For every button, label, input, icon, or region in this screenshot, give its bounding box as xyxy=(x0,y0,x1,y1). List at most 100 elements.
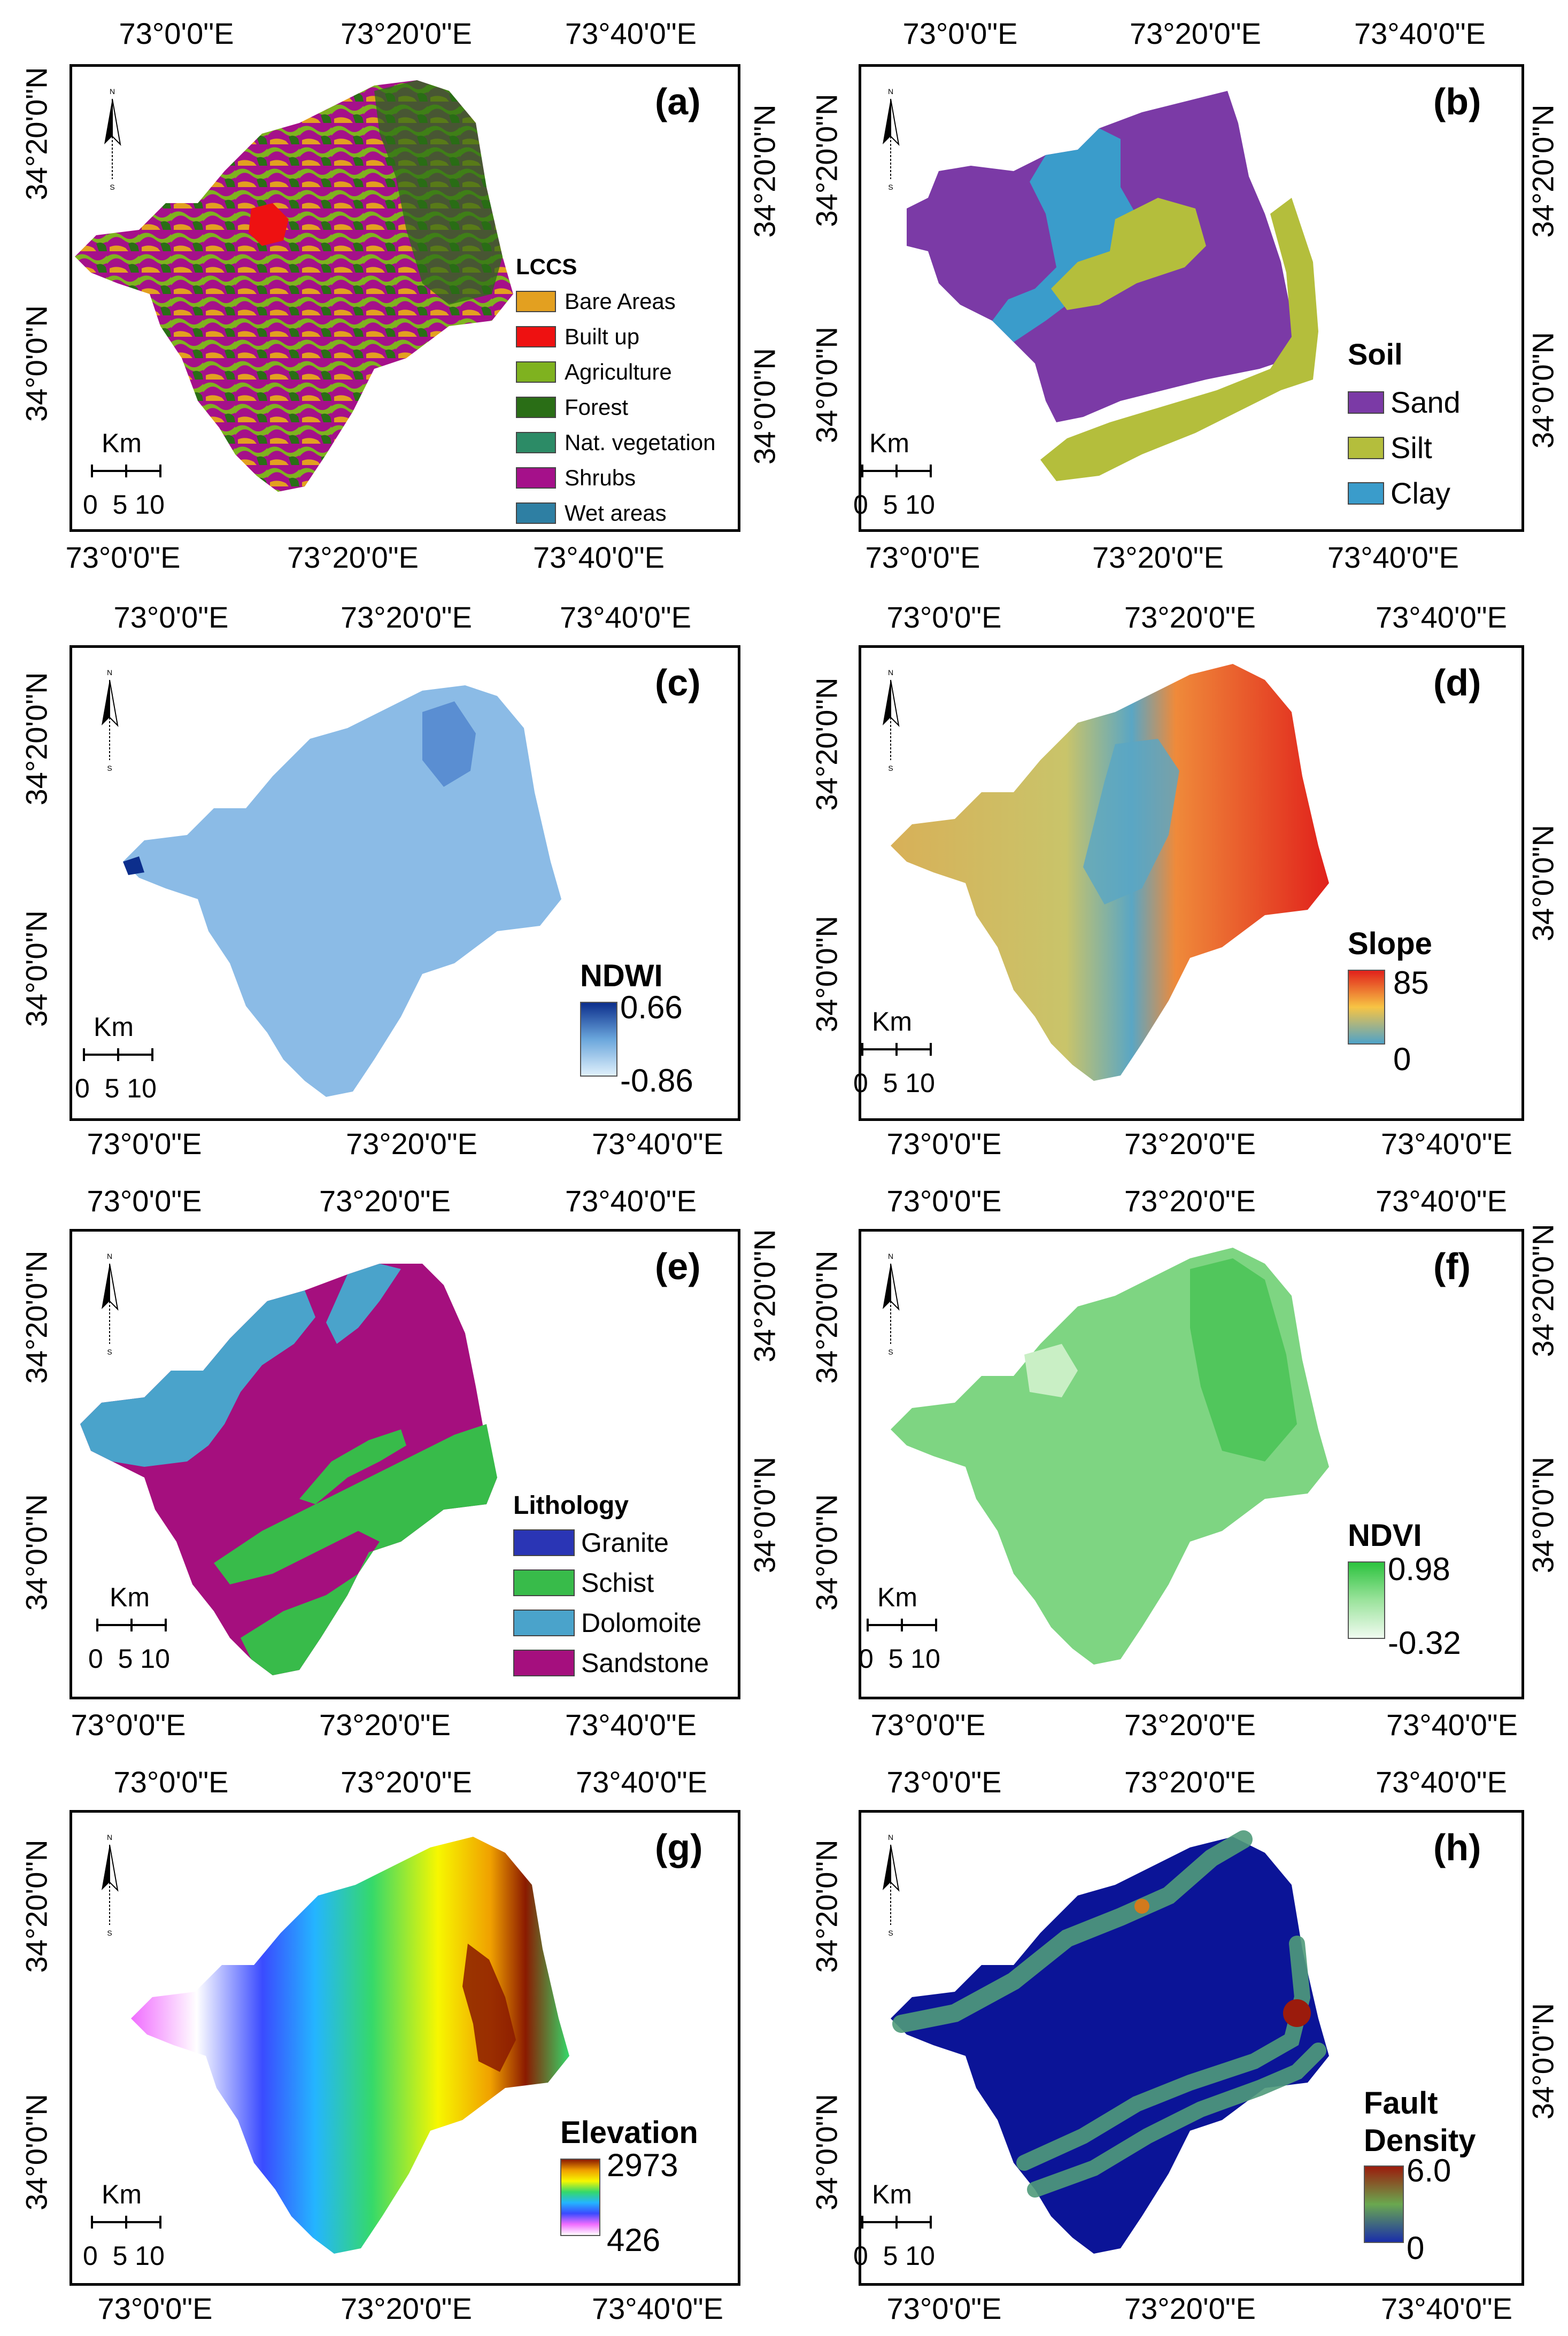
lon-label-top-3: 73°40'0"E xyxy=(1375,1184,1508,1218)
legend-item-wet-areas: Wet areas xyxy=(516,500,667,526)
lon-label-top-2: 73°20'0"E xyxy=(1124,600,1256,634)
panel-c: 73°0'0"E 73°20'0"E 73°40'0"E 73°0'0"E 73… xyxy=(0,584,784,1167)
ramp-max-value: 6.0 xyxy=(1407,2153,1451,2188)
legend-label: Bare Areas xyxy=(565,289,676,314)
panel-a: 73°0'0"E 73°20'0"E 73°40'0"E 73°0'0"E 73… xyxy=(0,0,784,584)
lat-label-right-mid: 34°0'0"N xyxy=(1526,2003,1560,2120)
lat-label-right-mid: 34°0'0"N xyxy=(1526,332,1560,448)
scalebar-ticks: 0 5 10 xyxy=(83,2241,165,2271)
soil-silt xyxy=(1051,198,1206,310)
legend-label: Agriculture xyxy=(565,359,672,384)
lon-label-top-2: 73°20'0"E xyxy=(340,600,473,634)
panel-b: 73°0'0"E 73°20'0"E 73°40'0"E 73°0'0"E 73… xyxy=(784,0,1568,584)
ndwi-lake-west xyxy=(123,856,144,875)
scalebar-unit: Km xyxy=(102,2179,142,2209)
lon-label-top-1: 73°0'0"E xyxy=(886,600,1002,634)
legend-label: Sandstone xyxy=(581,1648,709,1678)
lon-label-top-3: 73°40'0"E xyxy=(1375,1765,1508,1799)
scalebar-ticks: 0 5 10 xyxy=(853,1068,935,1098)
lon-label-bottom-2: 73°20'0"E xyxy=(287,540,419,574)
lon-label-bottom-2: 73°20'0"E xyxy=(1124,2292,1256,2325)
legend-item-sand: Sand xyxy=(1348,385,1461,420)
south-letter: S xyxy=(107,1348,112,1356)
legend-item-schist: Schist xyxy=(513,1567,654,1598)
study-area-map-lithology xyxy=(80,1264,497,1675)
legend-item-nat-vegetation: Nat. vegetation xyxy=(516,430,716,455)
legend-item-clay: Clay xyxy=(1348,476,1450,510)
legend-swatch xyxy=(513,1569,575,1596)
north-letter: N xyxy=(888,668,893,677)
lat-label-left-top: 34°20'0"N xyxy=(809,677,844,811)
legend-item-sandstone: Sandstone xyxy=(513,1647,709,1678)
scalebar-unit: Km xyxy=(872,1007,912,1036)
north-arrow-icon: N S xyxy=(883,1833,900,1937)
legend-label: Forest xyxy=(565,395,629,420)
panel-label-d: (d) xyxy=(1433,662,1481,703)
lon-label-bottom-3: 73°40'0"E xyxy=(1386,1708,1518,1742)
lat-label-left-mid: 34°0'0"N xyxy=(19,2094,53,2210)
legend-title-density: Density xyxy=(1364,2123,1476,2158)
lon-label-top-1: 73°0'0"E xyxy=(119,17,234,50)
lith-sandstone xyxy=(80,1264,497,1675)
lon-label-top-3: 73°40'0"E xyxy=(1375,600,1508,634)
lon-label-bottom-1: 73°0'0"E xyxy=(886,1127,1002,1161)
scalebar-unit: Km xyxy=(872,2179,912,2209)
lon-label-bottom-3: 73°40'0"E xyxy=(591,2292,724,2325)
panel-f: 73°0'0"E 73°20'0"E 73°40'0"E 73°0'0"E 73… xyxy=(784,1167,1568,1751)
ramp-min-value: -0.86 xyxy=(620,1063,693,1099)
lith-dolomite xyxy=(80,1290,315,1467)
panel-label-h: (h) xyxy=(1433,1827,1481,1868)
panel-label-b: (b) xyxy=(1433,81,1481,122)
lat-label-right-top: 34°20'0"N xyxy=(747,104,782,238)
lon-label-top-1: 73°0'0"E xyxy=(886,1184,1002,1218)
lith-schist xyxy=(214,1424,497,1675)
soil-clay xyxy=(992,128,1142,342)
legend-title-lithology: Lithology xyxy=(513,1491,629,1520)
scalebar-ticks: 0 5 10 xyxy=(75,1073,157,1103)
lon-label-top-2: 73°20'0"E xyxy=(340,1765,473,1799)
lon-label-top-3: 73°40'0"E xyxy=(1354,17,1486,50)
study-area-map-ndwi xyxy=(123,685,561,1097)
lon-label-top-2: 73°20'0"E xyxy=(1129,17,1262,50)
south-letter: S xyxy=(107,764,112,772)
panel-e: 73°0'0"E 73°20'0"E 73°40'0"E 73°0'0"E 73… xyxy=(0,1167,784,1751)
legend-label: Nat. vegetation xyxy=(565,430,716,455)
study-area-map-slope xyxy=(891,664,1329,1081)
fault-density-color-ramp xyxy=(1364,2165,1404,2243)
lon-label-bottom-1: 73°0'0"E xyxy=(886,2292,1002,2325)
scalebar-ticks: 0 5 10 xyxy=(83,490,165,520)
lat-label-left-mid: 34°0'0"N xyxy=(809,1494,844,1611)
lon-label-bottom-1: 73°0'0"E xyxy=(865,540,980,574)
legend-swatch xyxy=(516,397,556,418)
lon-label-top-3: 73°40'0"E xyxy=(575,1765,708,1799)
ndvi-color-ramp xyxy=(1348,1561,1385,1639)
legend-item-built-up: Built up xyxy=(516,324,639,350)
ramp-max-value: 2973 xyxy=(607,2147,678,2183)
lon-label-top-3: 73°40'0"E xyxy=(559,600,692,634)
south-letter: S xyxy=(107,1929,112,1937)
fault-line-south-2 xyxy=(1027,2043,1326,2198)
lon-label-top-1: 73°0'0"E xyxy=(113,600,229,634)
lat-label-right-mid: 34°0'0"N xyxy=(747,348,782,465)
ndwi-surface xyxy=(123,685,561,1097)
legend-swatch xyxy=(513,1529,575,1556)
built-up-zone xyxy=(249,203,289,246)
lon-label-bottom-3: 73°40'0"E xyxy=(1380,2292,1513,2325)
legend-title-soil: Soil xyxy=(1348,337,1403,371)
scalebar xyxy=(867,1619,937,1631)
soil-silt-east xyxy=(1040,198,1318,481)
north-letter: N xyxy=(888,87,893,96)
north-arrow-icon: N S xyxy=(883,87,900,191)
lat-label-right-mid: 34°0'0"N xyxy=(747,1457,782,1573)
north-letter: N xyxy=(110,87,115,96)
lon-label-top-2: 73°20'0"E xyxy=(319,1184,451,1218)
lon-label-top-1: 73°0'0"E xyxy=(113,1765,229,1799)
panel-label-c: (c) xyxy=(655,662,701,703)
panel-label-g: (g) xyxy=(655,1827,703,1868)
legend-swatch xyxy=(1348,436,1384,459)
lat-label-left-top: 34°20'0"N xyxy=(19,672,53,806)
legend-label: Clay xyxy=(1391,476,1451,510)
ramp-max-value: 85 xyxy=(1393,965,1429,1001)
fault-line-north xyxy=(892,1830,1253,2033)
fault-density-surface xyxy=(891,1837,1329,2254)
